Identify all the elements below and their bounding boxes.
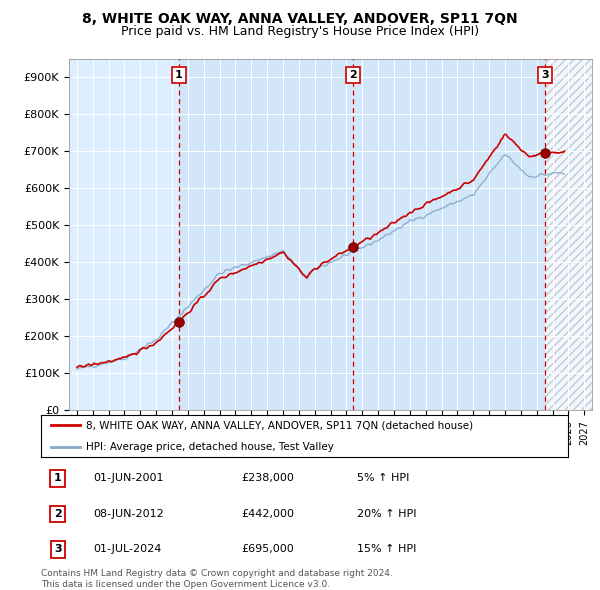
Text: 5% ↑ HPI: 5% ↑ HPI (357, 474, 409, 483)
Text: 08-JUN-2012: 08-JUN-2012 (94, 509, 164, 519)
Text: 8, WHITE OAK WAY, ANNA VALLEY, ANDOVER, SP11 7QN: 8, WHITE OAK WAY, ANNA VALLEY, ANDOVER, … (82, 12, 518, 26)
Text: 8, WHITE OAK WAY, ANNA VALLEY, ANDOVER, SP11 7QN (detached house): 8, WHITE OAK WAY, ANNA VALLEY, ANDOVER, … (86, 421, 473, 430)
Text: 20% ↑ HPI: 20% ↑ HPI (357, 509, 416, 519)
Text: 1: 1 (54, 474, 62, 483)
Text: £695,000: £695,000 (241, 545, 294, 554)
Bar (179, 59, 545, 410)
Text: £442,000: £442,000 (241, 509, 294, 519)
Text: 3: 3 (54, 545, 61, 554)
Text: Contains HM Land Registry data © Crown copyright and database right 2024.
This d: Contains HM Land Registry data © Crown c… (41, 569, 392, 589)
Text: 2: 2 (350, 70, 358, 80)
Text: 01-JUN-2001: 01-JUN-2001 (94, 474, 164, 483)
Text: 2: 2 (54, 509, 62, 519)
Text: 1: 1 (175, 70, 182, 80)
Text: Price paid vs. HM Land Registry's House Price Index (HPI): Price paid vs. HM Land Registry's House … (121, 25, 479, 38)
Text: 15% ↑ HPI: 15% ↑ HPI (357, 545, 416, 554)
Text: 3: 3 (541, 70, 548, 80)
Bar (545, 59, 592, 410)
Text: £238,000: £238,000 (241, 474, 294, 483)
Text: HPI: Average price, detached house, Test Valley: HPI: Average price, detached house, Test… (86, 442, 334, 451)
Text: 01-JUL-2024: 01-JUL-2024 (94, 545, 162, 554)
